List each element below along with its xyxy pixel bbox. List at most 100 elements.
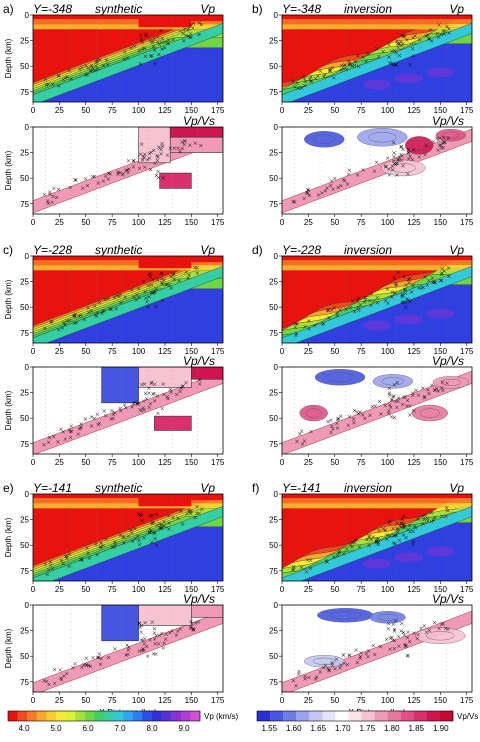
earthquake-marker (50, 319, 54, 324)
earthquake-marker (152, 391, 156, 396)
earthquake-marker (392, 415, 397, 420)
earthquake-marker (437, 23, 441, 27)
earthquake-marker (98, 662, 103, 667)
earthquake-marker (307, 327, 311, 331)
x-tick-label: 0 (280, 347, 285, 356)
panel-section: Vp/Vs (432, 354, 464, 368)
earthquake-marker (306, 188, 310, 192)
earthquake-marker (143, 152, 147, 157)
earthquake-marker (436, 35, 441, 39)
earthquake-marker (59, 427, 63, 432)
earthquake-marker (408, 62, 412, 67)
earthquake-marker (147, 391, 151, 395)
slab-band (33, 265, 223, 343)
earthquake-marker (439, 272, 444, 277)
earthquake-marker (83, 176, 88, 181)
earthquake-marker (86, 663, 91, 668)
earthquake-marker (167, 283, 172, 287)
earthquake-marker (336, 417, 340, 422)
earthquake-marker (421, 521, 425, 526)
panel-letter: f) (252, 481, 259, 495)
earthquake-marker (309, 79, 313, 84)
earthquake-marker (443, 140, 447, 145)
panel-section: Vp/Vs (183, 354, 215, 368)
x-tick-label: 150 (434, 106, 448, 115)
earthquake-marker (137, 649, 142, 653)
earthquake-marker (59, 558, 64, 563)
panel-frame (281, 126, 473, 215)
earthquake-marker (409, 290, 414, 294)
earthquake-marker (131, 165, 136, 169)
earthquake-marker (156, 411, 160, 416)
x-tick-label: 125 (407, 106, 421, 115)
x-tick-label: 75 (357, 218, 366, 227)
earthquake-marker (423, 275, 427, 279)
earthquake-marker (393, 542, 397, 546)
earthquake-marker (187, 509, 191, 514)
earthquake-marker (163, 637, 168, 642)
earthquake-marker (86, 310, 91, 315)
x-tick-label: 150 (434, 696, 448, 705)
colorbar-tick-label: 8.0 (146, 724, 158, 733)
earthquake-marker (429, 510, 434, 515)
panel-d-vp: 0 25 50 75 100 125 150 175 0 25 50 75 d) Y=-228 invers… (252, 243, 474, 356)
panel-a-vp: 0 25 50 75 100 125 150 175 0 25 50 75 Depth (km) a) Y=… (3, 2, 225, 115)
earthquake-marker (183, 139, 187, 143)
vpvs-anomaly (357, 128, 408, 147)
x-tick-label: 75 (357, 585, 366, 594)
earthquake-marker (103, 413, 108, 418)
earthquake-marker (447, 274, 451, 279)
x-tick-label: 125 (158, 458, 172, 467)
earthquake-marker (407, 639, 412, 644)
earthquake-marker (410, 393, 415, 398)
earthquake-marker (56, 440, 60, 444)
colorbar-swatch (75, 711, 85, 721)
earthquake-marker (147, 295, 151, 299)
earthquake-marker (445, 381, 449, 386)
earthquake-marker (399, 521, 403, 525)
earthquake-marker (367, 543, 371, 548)
earthquake-marker (151, 148, 156, 153)
earthquake-marker (89, 309, 94, 313)
vp-field (33, 256, 223, 343)
x-tick-label: 100 (381, 458, 395, 467)
vpvs-contour (329, 611, 361, 620)
earthquake-marker (392, 629, 397, 633)
x-tick-label: 25 (55, 347, 64, 356)
earthquake-marker (440, 388, 445, 393)
earthquake-marker (149, 540, 154, 545)
earthquake-marker (195, 266, 199, 270)
earthquake-marker (130, 531, 134, 535)
earthquake-marker (391, 541, 396, 545)
earthquake-marker (395, 158, 400, 162)
earthquake-marker (387, 411, 391, 416)
earthquake-marker (410, 46, 415, 51)
earthquake-marker (390, 61, 394, 66)
earthquake-marker (386, 301, 390, 305)
y-tick-label: 25 (20, 278, 29, 287)
earthquake-marker (99, 545, 103, 550)
colorbar-swatch (132, 711, 143, 721)
earthquake-marker (97, 300, 102, 305)
earthquake-marker (138, 625, 142, 630)
earthquake-marker (137, 166, 142, 171)
earthquake-marker (140, 519, 144, 523)
earthquake-marker (348, 305, 353, 310)
earthquake-marker (139, 513, 144, 518)
earthquake-marker (193, 515, 198, 520)
earthquake-marker (51, 434, 56, 439)
y-tick-label: 25 (20, 389, 29, 398)
earthquake-marker (44, 83, 49, 87)
earthquake-marker (46, 82, 51, 87)
earthquake-marker (178, 149, 182, 154)
y-tick-label: 50 (269, 174, 278, 183)
earthquake-marker (137, 295, 142, 300)
earthquake-marker (153, 530, 157, 535)
synthetic-anomaly-block (169, 136, 223, 153)
earthquake-marker (113, 647, 117, 651)
earthquake-marker (381, 49, 385, 54)
earthquake-marker (147, 156, 152, 161)
earthquake-marker (197, 382, 202, 386)
earthquake-marker (96, 655, 101, 660)
